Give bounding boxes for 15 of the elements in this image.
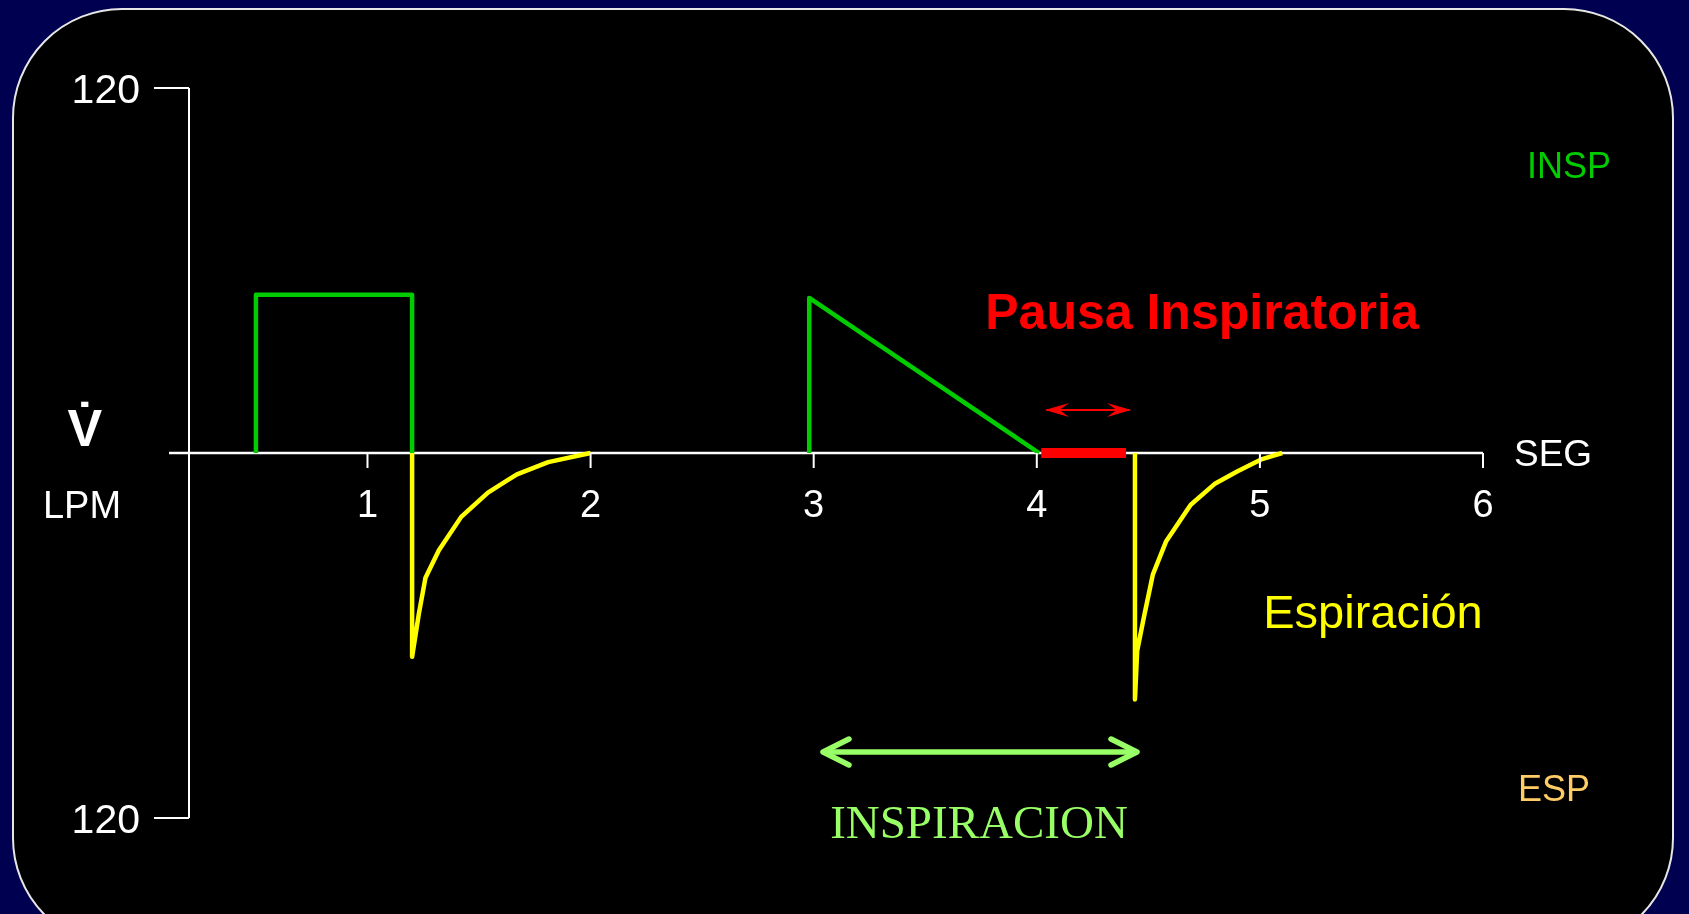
x-tick-label: 2 (580, 483, 602, 525)
y-tick-label: 120 (71, 795, 140, 842)
annotation: INSPIRACION (830, 796, 1128, 848)
x-tick-label: 4 (1026, 483, 1048, 525)
x-axis-title: SEG (1514, 432, 1593, 474)
y-tick-label: 120 (71, 65, 140, 112)
x-tick-label: 5 (1249, 483, 1271, 525)
x-tick-label: 6 (1472, 483, 1494, 525)
text: ESP (1517, 767, 1591, 809)
annotation: Espiración (1263, 584, 1483, 638)
annotation: Pausa Inspiratoria (985, 284, 1420, 340)
y-axis-title: V̇ LPM (42, 399, 122, 526)
x-tick-label: 1 (356, 483, 379, 525)
x-tick-label: 3 (803, 483, 825, 525)
text: INSP (1526, 144, 1612, 186)
